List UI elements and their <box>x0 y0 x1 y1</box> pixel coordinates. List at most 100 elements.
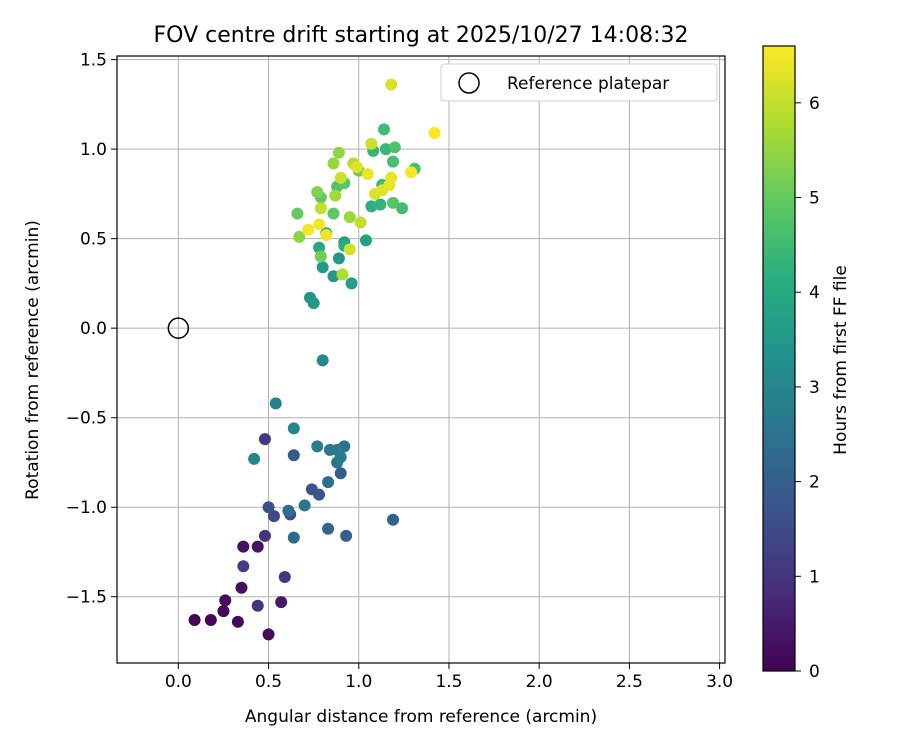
y-tick-label: 1.5 <box>80 51 107 71</box>
data-point <box>322 476 335 489</box>
y-tick-label: −1.5 <box>66 588 107 608</box>
data-point <box>327 207 340 220</box>
data-point <box>361 168 374 181</box>
data-point <box>388 141 401 154</box>
data-point <box>237 560 250 573</box>
data-point <box>278 571 291 584</box>
data-point <box>251 599 264 612</box>
y-tick-label: 0.0 <box>80 319 107 339</box>
grid-lines <box>117 56 725 663</box>
data-point <box>188 614 201 627</box>
data-point <box>313 241 326 254</box>
data-point <box>313 218 326 231</box>
data-point <box>217 605 230 618</box>
data-point <box>327 157 340 170</box>
data-point <box>350 161 363 174</box>
data-point <box>340 529 353 542</box>
data-point <box>314 250 327 263</box>
data-point <box>311 186 324 199</box>
y-tick-label: 0.5 <box>80 230 107 250</box>
data-point <box>316 354 329 367</box>
data-point <box>334 451 347 464</box>
data-point <box>329 189 342 202</box>
data-point <box>258 433 271 446</box>
data-point <box>428 126 441 139</box>
data-point <box>405 166 418 179</box>
data-point <box>322 522 335 535</box>
data-point <box>258 529 271 542</box>
chart-title: FOV centre drift starting at 2025/10/27 … <box>154 23 689 48</box>
data-point <box>311 440 324 453</box>
data-points <box>188 78 441 641</box>
data-point <box>267 510 280 523</box>
data-point <box>332 252 345 265</box>
plot-area-frame <box>116 55 726 664</box>
data-point <box>345 277 358 290</box>
data-point <box>385 171 398 184</box>
colorbar-label: Hours from first FF file <box>831 265 851 455</box>
x-axis-ticks: 0.0 0.5 1.0 1.5 2.0 2.5 3.0 <box>165 663 733 692</box>
data-point <box>385 78 398 91</box>
colorbar-tick-label: 2 <box>809 473 820 493</box>
data-point <box>359 234 372 247</box>
data-point <box>343 243 356 256</box>
colorbar-tick-label: 4 <box>809 283 820 303</box>
colorbar-tick-label: 0 <box>809 662 820 682</box>
data-point <box>248 452 261 465</box>
data-point <box>302 223 315 236</box>
data-point <box>378 123 391 136</box>
colorbar-tick-label: 6 <box>809 94 820 114</box>
x-tick-label: 2.0 <box>526 672 553 692</box>
data-point <box>354 216 367 229</box>
data-point <box>334 171 347 184</box>
y-tick-label: −0.5 <box>66 409 107 429</box>
data-point <box>327 270 340 283</box>
colorbar-tick-label: 5 <box>809 189 820 209</box>
data-point <box>379 143 392 156</box>
reference-marker <box>167 317 190 339</box>
legend: Reference platepar <box>440 63 718 102</box>
data-point <box>365 200 378 213</box>
data-point <box>262 628 275 641</box>
colorbar-gradient <box>762 45 796 672</box>
data-point <box>262 501 275 514</box>
data-point <box>231 615 244 628</box>
data-point <box>251 540 264 553</box>
x-tick-label: 3.0 <box>706 672 733 692</box>
data-point <box>293 230 306 243</box>
reference-platepar-marker <box>167 317 190 339</box>
data-point <box>336 268 349 281</box>
data-point <box>291 207 304 220</box>
data-point <box>287 531 300 544</box>
y-axis-label: Rotation from reference (arcmin) <box>23 220 43 500</box>
data-point <box>387 513 400 526</box>
colorbar-tick-label: 1 <box>809 567 820 587</box>
colorbar-ticks: 0 1 2 3 4 5 6 <box>795 94 820 682</box>
data-point <box>287 449 300 462</box>
data-point <box>282 504 295 517</box>
y-tick-label: −1.0 <box>66 498 107 518</box>
data-point <box>235 581 248 594</box>
data-point <box>307 297 320 310</box>
x-tick-label: 1.5 <box>435 672 462 692</box>
data-point <box>387 155 400 168</box>
y-tick-label: 1.0 <box>80 140 107 160</box>
data-point <box>387 196 400 209</box>
data-point <box>313 488 326 501</box>
data-point <box>316 261 329 274</box>
colorbar: 0 1 2 3 4 5 6 Hours from first FF file <box>762 45 851 682</box>
data-point <box>219 594 232 607</box>
data-point <box>287 422 300 435</box>
x-tick-label: 0.0 <box>165 672 192 692</box>
data-point <box>269 397 282 410</box>
legend-box <box>440 63 718 102</box>
x-tick-label: 0.5 <box>255 672 282 692</box>
y-axis-ticks: −1.5 −1.0 −0.5 0.0 0.5 1.0 1.5 <box>66 51 117 608</box>
data-point <box>396 202 409 215</box>
data-point <box>343 211 356 224</box>
data-point <box>275 596 288 609</box>
legend-entry-label: Reference platepar <box>507 74 669 94</box>
data-point <box>298 499 311 512</box>
data-point <box>237 540 250 553</box>
